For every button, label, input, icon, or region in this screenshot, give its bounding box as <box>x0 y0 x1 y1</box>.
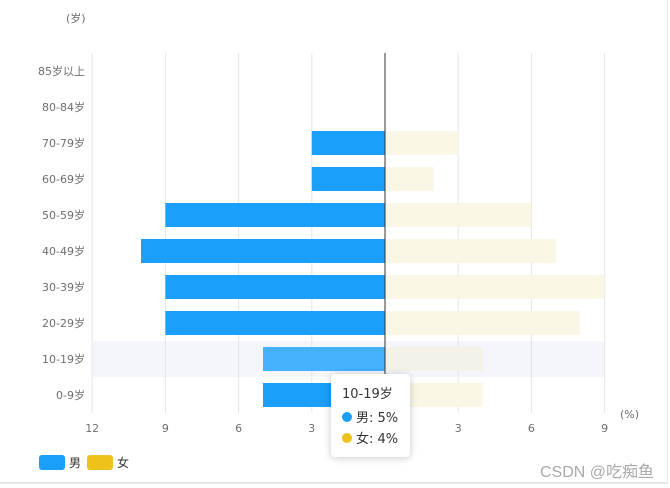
female-bars[interactable] <box>385 131 605 407</box>
female-bar[interactable] <box>385 131 459 155</box>
y-axis-tick-labels: 0-9岁 10-19岁 20-29岁 30-39岁 40-49岁 50-59岁 60-69岁… <box>38 64 85 402</box>
legend: 男 女 <box>39 454 135 471</box>
male-bar[interactable] <box>165 203 385 227</box>
male-bar[interactable] <box>311 167 385 191</box>
y-tick-label: 70-79岁 <box>42 136 85 150</box>
female-bar[interactable] <box>385 275 605 299</box>
x-tick-label: 3 <box>455 422 462 435</box>
male-bar[interactable] <box>141 239 385 263</box>
x-axis-tick-labels: 12 9 6 3 3 6 9 <box>85 422 608 435</box>
y-tick-label: 0-9岁 <box>56 388 85 402</box>
y-tick-label: 85岁以上 <box>38 64 85 78</box>
x-tick-label: 12 <box>85 422 99 435</box>
tooltip-female-value: 女: 4% <box>356 432 399 447</box>
tooltip-row-female: 女: 4% <box>342 427 410 448</box>
y-tick-label: 30-39岁 <box>42 280 85 294</box>
x-axis-label: (%) <box>620 408 639 421</box>
male-dot-icon <box>342 411 352 422</box>
female-bar[interactable] <box>385 167 434 191</box>
y-axis-label: (岁) <box>66 11 86 25</box>
female-dot-icon <box>342 432 352 443</box>
x-tick-label: 9 <box>601 422 608 435</box>
legend-label-female: 女 <box>117 456 130 470</box>
x-tick-label: 6 <box>235 422 242 435</box>
tooltip-row-male: 男: 5% <box>342 406 410 427</box>
female-bar[interactable] <box>385 239 556 263</box>
tooltip: 10-19岁 男: 5% 女: 4% <box>331 374 410 457</box>
x-tick-label: 3 <box>308 422 315 435</box>
y-tick-label: 20-29岁 <box>42 316 85 330</box>
male-bar[interactable] <box>165 275 385 299</box>
legend-label-male: 男 <box>69 456 82 470</box>
female-legend-swatch <box>87 455 114 470</box>
female-bar[interactable] <box>385 311 581 335</box>
female-bar[interactable] <box>385 203 532 227</box>
tooltip-male-value: 男: 5% <box>356 411 399 426</box>
y-tick-label: 50-59岁 <box>42 208 85 222</box>
x-tick-label: 9 <box>162 422 169 435</box>
y-tick-label: 60-69岁 <box>42 172 85 186</box>
legend-item-female[interactable]: 女 <box>87 454 129 471</box>
y-tick-label: 80-84岁 <box>42 100 85 114</box>
legend-item-male[interactable]: 男 <box>39 454 81 471</box>
watermark: CSDN @吃痴鱼 <box>539 464 654 481</box>
tooltip-title: 10-19岁 <box>342 387 393 402</box>
male-bar[interactable] <box>311 131 385 155</box>
y-tick-label: 10-19岁 <box>42 352 85 366</box>
male-legend-swatch <box>39 455 65 470</box>
male-bar[interactable] <box>165 311 385 335</box>
y-tick-label: 40-49岁 <box>42 244 85 258</box>
male-bar[interactable] <box>263 347 385 371</box>
female-bar[interactable] <box>385 347 483 371</box>
x-tick-label: 6 <box>528 422 535 435</box>
